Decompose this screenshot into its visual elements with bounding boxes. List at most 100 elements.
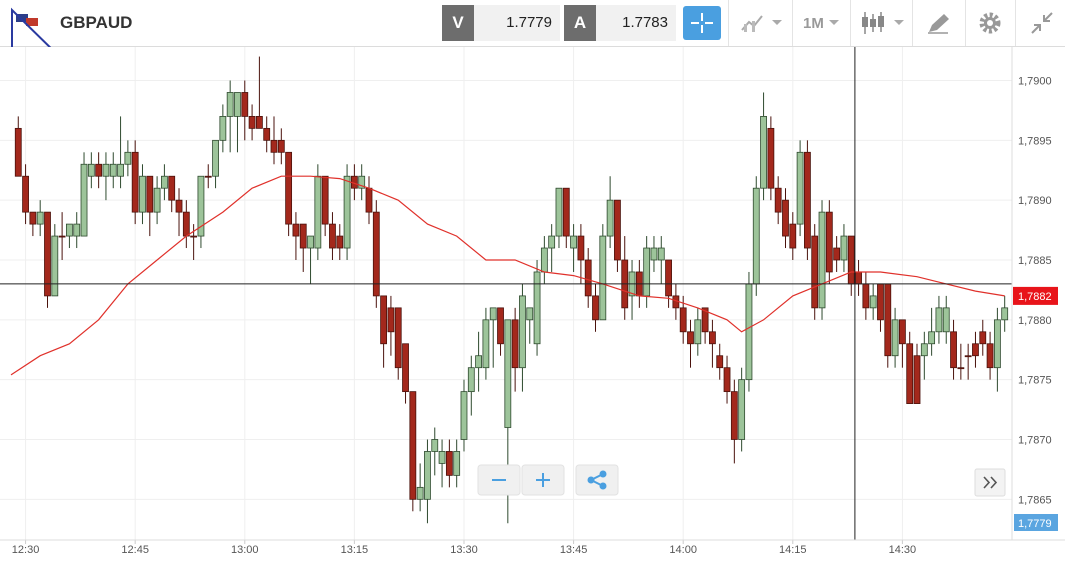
candle-body	[416, 486, 424, 500]
separator	[1015, 0, 1016, 46]
candle-body	[489, 307, 497, 321]
last-price-label: 1,7882	[1018, 291, 1052, 303]
share-button[interactable]	[575, 464, 619, 496]
candle-body	[14, 127, 22, 177]
candle-body	[511, 319, 519, 369]
candle-body	[234, 92, 241, 117]
candle-body	[782, 199, 789, 237]
timeframe-arrow[interactable]	[828, 12, 842, 32]
candle-body	[1001, 307, 1009, 321]
candle-body	[913, 355, 921, 404]
candle-body	[855, 271, 862, 285]
candle-body	[804, 151, 811, 249]
plot-area	[0, 47, 1012, 540]
candle-body	[884, 283, 892, 357]
candle-body	[504, 319, 512, 428]
candle-body	[993, 319, 1001, 369]
crosshair-button[interactable]	[683, 6, 721, 40]
candle-body	[299, 223, 307, 249]
candle-body	[745, 283, 753, 381]
timeframe[interactable]: 1M	[803, 15, 824, 32]
candle-body	[701, 307, 709, 333]
x-tick-label: 13:00	[231, 544, 259, 556]
candle-body	[139, 175, 146, 213]
separator	[728, 0, 729, 46]
candle-body	[614, 199, 621, 261]
candle-body	[314, 175, 322, 249]
candle-body	[394, 307, 402, 369]
candle-body	[723, 367, 731, 393]
candle-body	[898, 319, 906, 345]
candle-body	[365, 187, 373, 213]
candle-body	[66, 223, 73, 237]
candle-body	[825, 211, 833, 273]
candle-body	[475, 355, 482, 369]
bid-price[interactable]: 1.7779	[474, 5, 560, 41]
candle-body	[175, 199, 183, 213]
settings-button[interactable]	[978, 11, 1002, 35]
candle-body	[358, 175, 366, 189]
candle-body	[540, 247, 548, 273]
x-tick-label: 14:00	[669, 544, 697, 556]
ask-price[interactable]: 1.7783	[596, 5, 676, 41]
candle-body	[255, 116, 263, 129]
draw-button[interactable]	[926, 11, 952, 35]
candle-body	[657, 247, 665, 261]
candle-body	[124, 151, 132, 165]
last-price-marker	[1013, 286, 1058, 305]
candle-body	[570, 235, 577, 249]
candle-body	[738, 379, 746, 440]
candle-body	[277, 139, 285, 153]
candle-body	[599, 235, 607, 321]
candle-body	[986, 343, 994, 369]
candle-body	[665, 259, 672, 297]
symbol: GBPAUD	[60, 13, 133, 32]
candle-body	[321, 175, 329, 225]
candle-body	[146, 175, 154, 213]
collapse-button[interactable]	[1030, 11, 1054, 35]
x-tick-label: 13:45	[560, 544, 588, 556]
x-tick-label: 14:15	[779, 544, 807, 556]
y-tick-label: 1,7900	[1018, 76, 1052, 88]
candle-body	[29, 211, 37, 225]
candle-body	[292, 223, 300, 237]
candle-body	[51, 235, 59, 297]
candle-body	[687, 331, 694, 345]
candle-body	[204, 175, 212, 178]
candle-style-button[interactable]	[858, 10, 908, 36]
candle-body	[22, 175, 29, 213]
y-tick-label: 1,7865	[1018, 494, 1052, 506]
candle-body	[709, 331, 716, 345]
candle-body	[592, 295, 599, 321]
separator	[912, 0, 913, 46]
y-tick-label: 1,7875	[1018, 375, 1052, 387]
candle-body	[818, 211, 826, 309]
candle-body	[380, 295, 388, 345]
candle-body	[263, 127, 271, 141]
candle-body	[73, 223, 81, 237]
candle-body	[58, 235, 66, 238]
candle-body	[438, 451, 446, 464]
candle-body	[241, 92, 249, 117]
chart-type-button[interactable]	[740, 12, 786, 34]
candle-body	[460, 391, 468, 440]
separator	[965, 0, 966, 46]
candle-body	[584, 259, 592, 297]
candle-body	[36, 211, 44, 225]
candle-body	[694, 319, 702, 345]
candle-body	[329, 223, 336, 249]
candle-body	[811, 235, 819, 309]
candle-body	[906, 343, 914, 404]
x-tick-label: 12:45	[121, 544, 149, 556]
moving-average-line	[10, 175, 1005, 376]
candle-body	[424, 451, 431, 500]
candle-body	[847, 235, 855, 285]
candle-body	[409, 391, 417, 500]
separator	[850, 0, 851, 46]
candle-body	[650, 247, 658, 261]
candle-body	[226, 92, 234, 117]
candle-body	[796, 151, 804, 225]
candle-body	[44, 211, 51, 297]
candle-body	[270, 139, 278, 153]
candle-body	[168, 175, 176, 201]
